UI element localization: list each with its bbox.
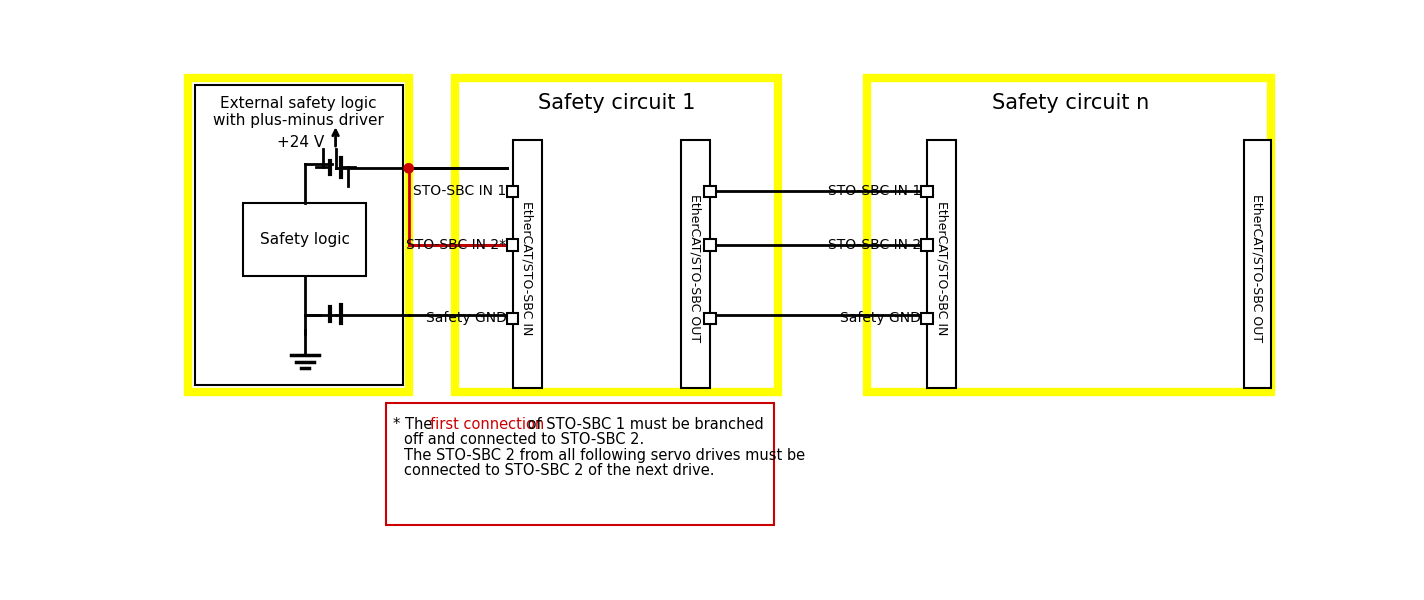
Text: first connection: first connection (430, 417, 544, 432)
Bar (921, 185, 933, 197)
Bar (1245, 140, 1272, 388)
Bar (921, 239, 933, 251)
Text: * The: * The (393, 417, 437, 432)
Text: Safety logic: Safety logic (259, 232, 350, 247)
Circle shape (404, 164, 413, 173)
Text: STO-SBC IN 2*: STO-SBC IN 2* (406, 238, 507, 252)
Bar (507, 313, 518, 324)
Bar (454, 78, 779, 392)
Text: STO-SBC IN 1: STO-SBC IN 1 (413, 184, 507, 199)
Bar (703, 313, 715, 324)
Text: External safety logic
with plus-minus driver: External safety logic with plus-minus dr… (214, 96, 384, 128)
Bar (386, 403, 775, 525)
Bar (244, 203, 366, 276)
Text: off and connected to STO-SBC 2.: off and connected to STO-SBC 2. (404, 433, 644, 448)
Text: of STO-SBC 1 must be branched: of STO-SBC 1 must be branched (523, 417, 763, 432)
Bar (507, 185, 518, 197)
Bar (703, 239, 715, 251)
Text: STO-SBC IN 1: STO-SBC IN 1 (827, 184, 921, 199)
Bar (703, 185, 715, 197)
Text: +24 V: +24 V (276, 136, 325, 151)
Text: connected to STO-SBC 2 of the next drive.: connected to STO-SBC 2 of the next drive… (404, 463, 715, 478)
Text: EtherCAT/STO-SBC OUT: EtherCAT/STO-SBC OUT (1250, 194, 1263, 343)
Bar (681, 140, 709, 388)
Text: STO-SBC IN 2: STO-SBC IN 2 (827, 238, 921, 252)
Text: Safety GND: Safety GND (840, 311, 921, 325)
Text: Safety circuit 1: Safety circuit 1 (538, 93, 695, 113)
Bar (927, 140, 956, 388)
Text: Safety GND: Safety GND (426, 311, 507, 325)
Text: Safety circuit n: Safety circuit n (993, 93, 1149, 113)
Bar (921, 313, 933, 324)
Bar (507, 239, 518, 251)
Bar (195, 85, 403, 385)
Bar (188, 78, 409, 392)
Text: EtherCAT/STO-SBC IN: EtherCAT/STO-SBC IN (521, 201, 534, 335)
Text: The STO-SBC 2 from all following servo drives must be: The STO-SBC 2 from all following servo d… (404, 448, 805, 463)
Bar (867, 78, 1272, 392)
Text: EtherCAT/STO-SBC OUT: EtherCAT/STO-SBC OUT (689, 194, 702, 343)
Bar (513, 140, 543, 388)
Text: EtherCAT/STO-SBC IN: EtherCAT/STO-SBC IN (936, 201, 948, 335)
